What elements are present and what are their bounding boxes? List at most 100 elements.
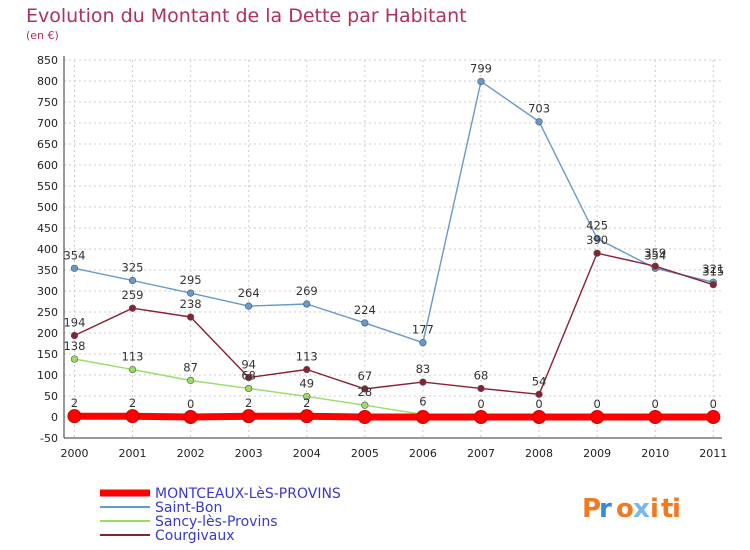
data-label: 177 xyxy=(412,323,434,337)
x-tick-label: 2006 xyxy=(409,447,437,460)
data-label: 83 xyxy=(416,362,431,376)
data-label: 354 xyxy=(644,248,666,262)
data-label: 0 xyxy=(187,397,194,411)
data-point xyxy=(361,401,369,409)
y-tick-label: 550 xyxy=(37,180,58,193)
data-point xyxy=(303,300,311,308)
data-label: 2 xyxy=(129,396,136,410)
axes: -500501001502002503003504004505005506006… xyxy=(37,54,727,460)
data-point xyxy=(415,410,430,424)
y-tick-label: 400 xyxy=(37,243,58,256)
data-point xyxy=(70,264,79,272)
data-point xyxy=(706,410,721,424)
data-point xyxy=(245,373,253,382)
data-label: 68 xyxy=(241,368,256,382)
data-label: 264 xyxy=(238,286,260,300)
data-point xyxy=(187,376,195,385)
series-line-0 xyxy=(74,412,714,421)
data-point xyxy=(419,378,427,386)
x-tick-label: 2004 xyxy=(293,447,321,460)
x-tick-label: 2011 xyxy=(699,447,727,460)
data-point xyxy=(299,409,314,424)
data-point xyxy=(128,304,137,312)
data-point xyxy=(70,331,79,340)
logo-letter: i xyxy=(672,494,681,524)
data-label: 295 xyxy=(180,273,202,287)
chart-subtitle: (en €) xyxy=(26,29,59,42)
x-tick-label: 2008 xyxy=(525,447,553,460)
x-tick-label: 2000 xyxy=(60,447,88,460)
y-tick-label: -50 xyxy=(40,432,58,445)
data-point xyxy=(245,302,253,310)
data-label: 54 xyxy=(532,374,547,388)
data-point xyxy=(303,392,311,401)
y-tick-label: 850 xyxy=(37,54,58,67)
data-label: 194 xyxy=(63,316,85,330)
data-point xyxy=(419,339,427,347)
logo-letter: r xyxy=(599,494,612,524)
data-point xyxy=(67,409,82,424)
data-label: 354 xyxy=(63,248,85,262)
logo-letter: t xyxy=(661,494,673,524)
x-tick-label: 2007 xyxy=(467,447,495,460)
series xyxy=(67,77,721,424)
data-point xyxy=(241,409,256,424)
y-tick-label: 350 xyxy=(37,264,58,277)
data-label: 0 xyxy=(710,397,717,411)
y-tick-label: 200 xyxy=(37,327,58,340)
data-point xyxy=(183,410,198,424)
data-point xyxy=(357,410,372,424)
y-tick-label: 300 xyxy=(37,285,58,298)
data-label: 269 xyxy=(296,284,318,298)
data-label: 49 xyxy=(299,376,314,390)
data-point xyxy=(709,281,717,289)
y-tick-label: 100 xyxy=(37,369,58,382)
y-tick-label: 500 xyxy=(37,201,58,214)
data-point xyxy=(128,365,137,374)
x-tick-label: 2001 xyxy=(119,447,147,460)
logo-letter: o xyxy=(616,494,634,524)
data-point xyxy=(245,384,253,393)
data-label: 0 xyxy=(652,397,659,411)
data-label: 138 xyxy=(63,339,85,353)
data-label: 359 xyxy=(644,246,666,260)
data-point xyxy=(535,118,543,126)
data-label: 224 xyxy=(354,303,376,317)
data-point xyxy=(361,385,369,393)
y-tick-label: 600 xyxy=(37,159,58,172)
x-tick-label: 2010 xyxy=(641,447,669,460)
grid xyxy=(64,59,722,439)
y-tick-label: 250 xyxy=(37,306,58,319)
data-point xyxy=(590,410,605,424)
y-tick-label: 650 xyxy=(37,138,58,151)
y-tick-label: 150 xyxy=(37,348,58,361)
y-tick-label: 750 xyxy=(37,96,58,109)
data-label: 425 xyxy=(586,219,608,233)
data-label: 0 xyxy=(593,397,600,411)
data-point xyxy=(303,365,311,374)
y-tick-label: 450 xyxy=(37,222,58,235)
data-point xyxy=(651,262,659,270)
legend-label: MONTCEAUX-LèS-PROVINS xyxy=(155,486,341,502)
data-label: 113 xyxy=(296,350,318,364)
data-label: 113 xyxy=(122,350,144,364)
proxiti-logo: Pr o x i ti xyxy=(582,494,681,524)
data-label: 2 xyxy=(71,396,78,410)
series-line-2 xyxy=(74,358,714,418)
chart-title: Evolution du Montant de la Dette par Hab… xyxy=(26,5,467,27)
y-tick-label: 800 xyxy=(37,75,58,88)
logo-letter: P xyxy=(582,494,601,524)
series-line-1 xyxy=(74,80,714,344)
x-tick-label: 2009 xyxy=(583,447,611,460)
data-point xyxy=(477,384,485,393)
legend-label: Courgivaux xyxy=(155,528,235,544)
data-point xyxy=(70,355,79,363)
data-label: 703 xyxy=(528,102,550,116)
logo-letter: x xyxy=(633,494,650,524)
data-point xyxy=(648,410,663,424)
data-label: 259 xyxy=(122,288,144,302)
data-label: 0 xyxy=(477,397,484,411)
data-point xyxy=(593,234,601,243)
